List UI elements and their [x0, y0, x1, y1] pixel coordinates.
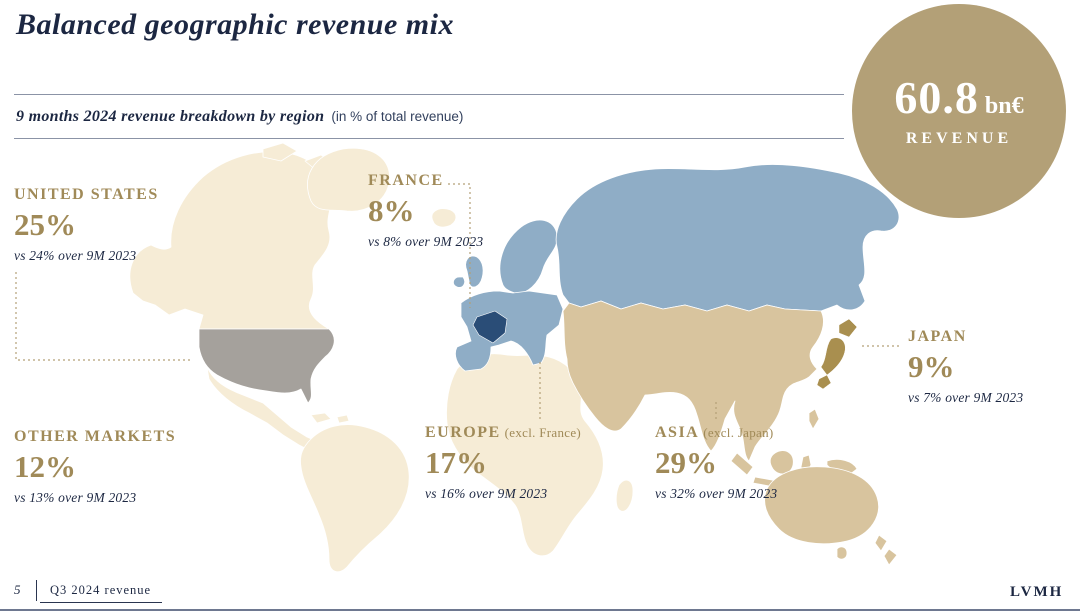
region-prior-year: vs 16% over 9M 2023: [425, 486, 548, 502]
map-region-other-markets: [129, 143, 634, 573]
subtitle-note: (in % of total revenue): [331, 109, 464, 124]
region-name: EUROPE: [425, 424, 501, 441]
map-region-asia: [562, 300, 898, 566]
map-region-france: [472, 310, 508, 344]
region-label-europe: EUROPE (excl. France) 17% vs 16% over 9M…: [425, 424, 581, 502]
footer-divider: [36, 580, 37, 601]
world-map: [129, 143, 900, 573]
landmass-canada: [129, 151, 332, 330]
map-region-japan: [816, 318, 858, 390]
map-region-united-states: [198, 328, 335, 404]
landmass-japan-hokkaido: [838, 318, 858, 338]
footer-section-title: Q3 2024 revenue: [50, 583, 152, 597]
landmass-scandinavia: [499, 219, 558, 294]
landmass-sumatra: [730, 452, 754, 476]
region-label-asia: ASIA (excl. Japan) 29% vs 32% over 9M 20…: [655, 424, 777, 502]
landmass-uk: [465, 255, 484, 288]
landmass-south-america: [300, 424, 410, 573]
revenue-badge: 60.8 bn€ REVENUE: [852, 4, 1066, 218]
revenue-label: REVENUE: [905, 129, 1013, 147]
region-percentage: 25%: [14, 207, 76, 243]
page-number: 5: [14, 582, 21, 597]
subtitle-text: 9 months 2024 revenue breakdown by regio…: [16, 107, 325, 125]
brand-logo: LVMH: [1010, 584, 1064, 600]
region-name: ASIA: [655, 424, 700, 441]
region-name-row: EUROPE (excl. France): [425, 424, 581, 442]
bottom-border: [0, 609, 1080, 611]
region-percentage: 29%: [655, 445, 717, 481]
revenue-value-row: 60.8 bn€: [894, 71, 1024, 123]
landmass-australia: [764, 466, 879, 545]
region-percentage: 17%: [425, 445, 487, 481]
region-qualifier: (excl. France): [504, 425, 582, 440]
landmass-russia: [555, 164, 900, 312]
region-qualifier: (excl. Japan): [703, 425, 774, 440]
landmass-greenland: [307, 147, 390, 212]
landmass-japan-honshu: [820, 337, 846, 376]
landmass-tasmania: [836, 546, 848, 560]
landmass-new-zealand-south: [883, 548, 898, 566]
landmass-africa: [446, 353, 604, 557]
region-label-japan: JAPAN 9% vs 7% over 9M 2023: [908, 328, 1023, 406]
landmass-arctic-island-1: [262, 143, 298, 162]
revenue-value: 60.8: [894, 71, 979, 123]
region-prior-year: vs 7% over 9M 2023: [908, 390, 1024, 406]
region-name: FRANCE: [368, 172, 444, 189]
landmass-japan-kyushu: [816, 374, 832, 390]
region-percentage: 9%: [908, 349, 955, 385]
page-title: Balanced geographic revenue mix: [16, 8, 454, 41]
landmass-asia-mainland: [562, 300, 824, 462]
region-label-france: FRANCE 8% vs 8% over 9M 2023: [368, 172, 483, 250]
landmass-philippines: [808, 408, 820, 430]
landmass-france: [472, 310, 508, 344]
landmass-usa: [198, 328, 335, 404]
region-name: UNITED STATES: [14, 186, 159, 203]
region-prior-year: vs 32% over 9M 2023: [655, 486, 778, 502]
map-region-europe-russia: [453, 164, 900, 372]
landmass-europe-mainland: [455, 290, 564, 372]
landmass-ireland: [453, 276, 465, 288]
region-prior-year: vs 13% over 9M 2023: [14, 490, 137, 506]
region-name-row: ASIA (excl. Japan): [655, 424, 777, 442]
revenue-unit: bn€: [984, 92, 1024, 119]
region-label-united-states: UNITED STATES 25% vs 24% over 9M 2023: [14, 186, 159, 264]
region-percentage: 12%: [14, 449, 76, 485]
region-prior-year: vs 24% over 9M 2023: [14, 248, 137, 264]
footer-underline: [40, 602, 162, 603]
subtitle-band: 9 months 2024 revenue breakdown by regio…: [14, 94, 844, 139]
region-name: OTHER MARKETS: [14, 428, 177, 445]
landmass-caribbean-1: [310, 412, 332, 424]
landmass-madagascar: [615, 479, 634, 512]
region-name: JAPAN: [908, 328, 967, 345]
region-percentage: 8%: [368, 193, 415, 229]
region-label-other-markets: OTHER MARKETS 12% vs 13% over 9M 2023: [14, 428, 176, 506]
landmass-new-zealand-north: [874, 534, 888, 552]
landmass-caribbean-2: [336, 414, 350, 424]
region-prior-year: vs 8% over 9M 2023: [368, 234, 484, 250]
